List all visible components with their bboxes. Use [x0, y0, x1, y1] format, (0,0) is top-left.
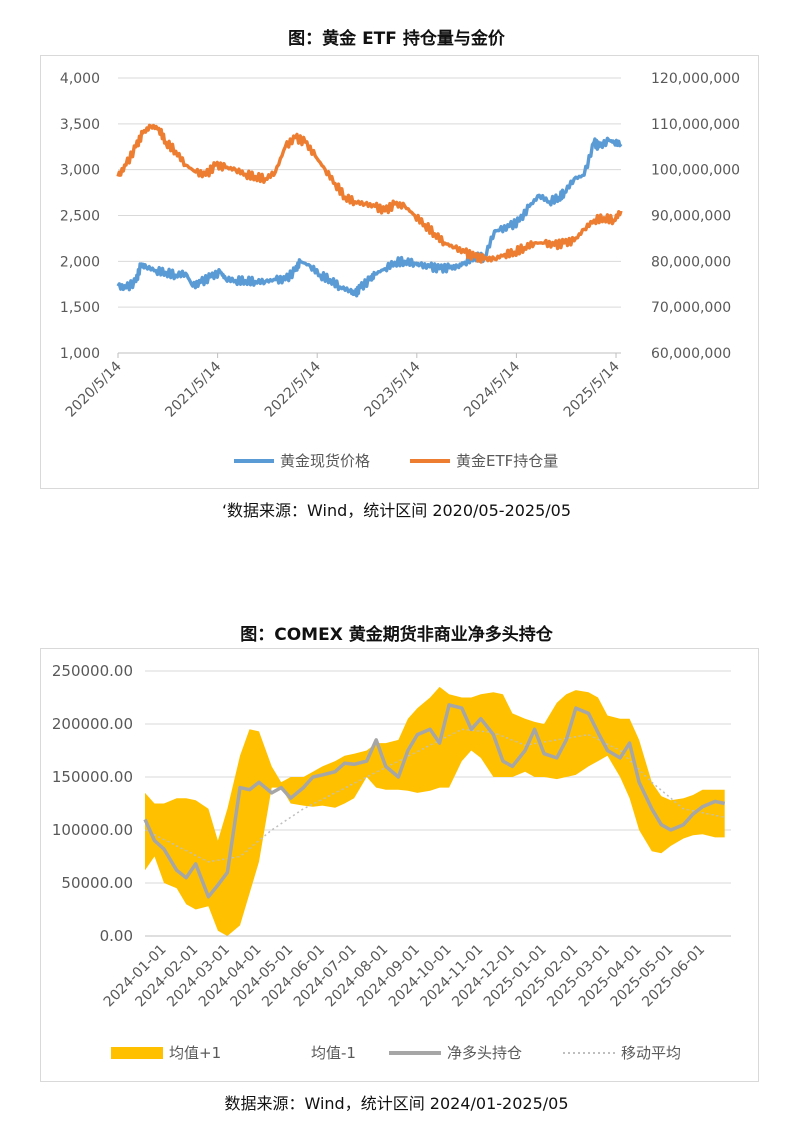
x-tick-label: 2020/5/14 — [63, 358, 125, 420]
y-tick-label: 250000.00 — [52, 662, 133, 680]
y-left-tick-label: 3,500 — [60, 117, 100, 133]
y-left-tick-label: 3,000 — [60, 163, 100, 179]
legend-swatch-blank — [266, 1047, 306, 1059]
series-line-moving-average — [144, 728, 725, 863]
series-line-gold-price — [116, 136, 623, 298]
y-left-tick-label: 1,500 — [60, 300, 100, 316]
legend-label: 移动平均 — [621, 1044, 681, 1062]
x-tick-label: 2022/5/14 — [262, 358, 324, 420]
chart2-frame: 0.00 50000.00 100000.00 150000.00 200000.00 2… — [40, 648, 759, 1082]
chart1-frame: 1,000 1,500 2,000 2,500 3,000 3,500 4,000 60,00… — [40, 55, 759, 489]
band-area-mean-plus-1 — [145, 686, 725, 936]
chart2-title: 图：COMEX 黄金期货非商业净多头持仓 — [240, 625, 553, 645]
legend-label: 黄金ETF持仓量 — [456, 452, 558, 470]
y-tick-label: 50000.00 — [61, 874, 133, 892]
y-left-tick-label: 2,000 — [60, 254, 100, 270]
y-left-tick-label: 4,000 — [60, 71, 100, 87]
y-right-tick-label: 60,000,000 — [651, 346, 731, 362]
legend-swatch-band — [111, 1047, 163, 1059]
y-tick-label: 0.00 — [100, 927, 133, 945]
y-tick-label: 100000.00 — [52, 821, 133, 839]
y-right-tick-label: 90,000,000 — [651, 209, 731, 225]
legend-label: 均值-1 — [311, 1044, 356, 1062]
y-tick-label: 200000.00 — [52, 715, 133, 733]
x-tick-label: 2024/5/14 — [461, 358, 523, 420]
y-right-tick-label: 100,000,000 — [651, 163, 740, 179]
x-tick-label: 2023/5/14 — [362, 358, 424, 420]
x-tick-label: 2021/5/14 — [162, 358, 224, 420]
series-line-net-long — [143, 703, 726, 899]
x-tick-label: 2025/5/14 — [561, 358, 623, 420]
chart2-source: 数据来源：Wind，统计区间 2024/01-2025/05 — [224, 1094, 569, 1113]
y-left-tick-label: 2,500 — [60, 209, 100, 225]
legend-label: 均值+1 — [169, 1044, 221, 1062]
chart1-svg: 1,000 1,500 2,000 2,500 3,000 3,500 4,000 60,00… — [60, 71, 740, 470]
series-line-etf-holdings — [116, 123, 623, 264]
y-tick-label: 150000.00 — [52, 768, 133, 786]
chart1-title: 图：黄金 ETF 持仓量与金价 — [288, 29, 505, 49]
y-right-tick-label: 70,000,000 — [651, 300, 731, 316]
legend-label: 净多头持仓 — [447, 1044, 522, 1062]
legend-label: 黄金现货价格 — [280, 452, 370, 470]
y-right-tick-label: 110,000,000 — [651, 117, 740, 133]
y-right-tick-label: 80,000,000 — [651, 254, 731, 270]
y-right-tick-label: 120,000,000 — [651, 71, 740, 87]
y-left-tick-label: 1,000 — [60, 346, 100, 362]
chart2-svg: 0.00 50000.00 100000.00 150000.00 200000.00 2… — [52, 662, 731, 1062]
chart1-source: ‘数据来源：Wind，统计区间 2020/05-2025/05 — [221, 501, 572, 520]
